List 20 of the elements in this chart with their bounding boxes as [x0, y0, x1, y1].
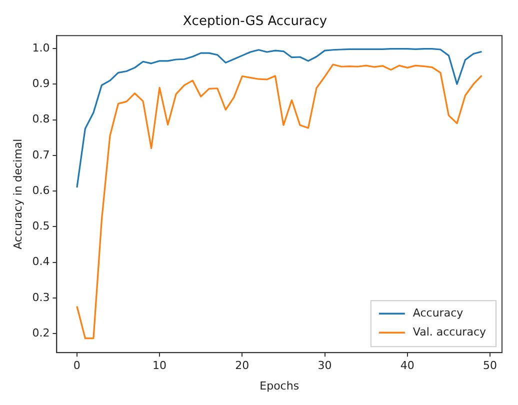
y-tick-label: 0.3 — [32, 290, 50, 304]
y-tick-label: 0.5 — [32, 220, 50, 233]
legend-label: Val. accuracy — [412, 325, 486, 338]
y-tick-label: 0.2 — [32, 326, 50, 340]
y-tick-label: 0.6 — [32, 184, 50, 197]
chart-title: Xception-GS Accuracy — [182, 14, 328, 30]
x-tick-label: 40 — [400, 359, 414, 372]
y-tick-label: 1.0 — [32, 41, 50, 54]
y-axis-title: Accuracy in decimal — [11, 138, 24, 250]
x-tick-label: 0 — [73, 359, 80, 372]
y-tick-label: 0.7 — [32, 148, 50, 162]
y-tick-label: 0.8 — [32, 112, 50, 126]
legend-label: Accuracy — [412, 306, 464, 320]
x-tick-label: 10 — [152, 359, 167, 372]
x-tick-label: 50 — [483, 359, 498, 372]
y-tick-label: 0.4 — [32, 255, 50, 268]
x-tick-label: 20 — [235, 359, 250, 372]
y-tick-label: 0.9 — [32, 76, 50, 90]
x-axis-title: Epochs — [260, 379, 300, 392]
x-tick-label: 30 — [318, 359, 332, 372]
